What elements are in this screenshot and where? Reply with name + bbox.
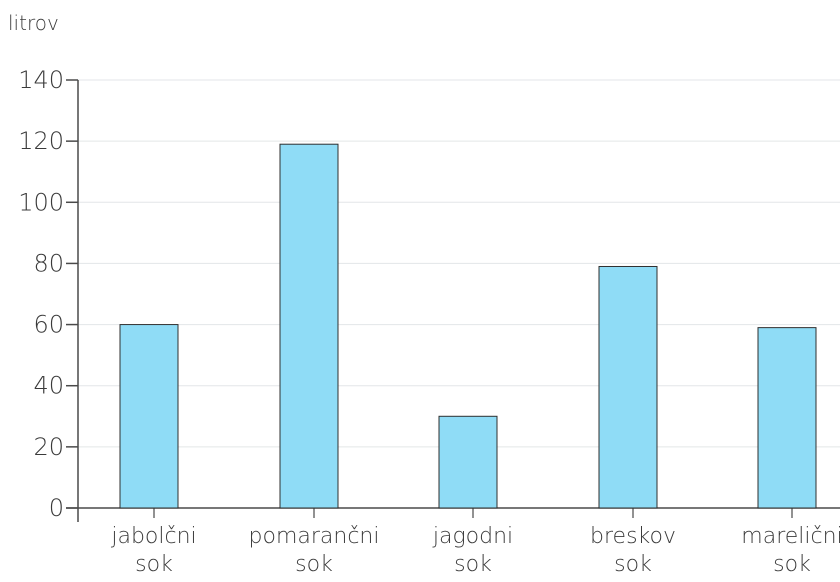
bar bbox=[279, 143, 339, 509]
y-tick-label: 20 bbox=[33, 433, 64, 461]
bar bbox=[438, 415, 498, 509]
x-tick-label: sok bbox=[454, 552, 492, 577]
bar bbox=[119, 324, 179, 509]
y-axis-label: litrov bbox=[8, 11, 59, 35]
x-tick-label: sok bbox=[614, 552, 652, 577]
x-tick-label: sok bbox=[295, 552, 333, 577]
bars bbox=[119, 143, 817, 509]
x-tick-label: jabolčni bbox=[110, 524, 196, 549]
y-tick-label: 60 bbox=[33, 311, 64, 339]
gridlines bbox=[78, 79, 840, 448]
bar bbox=[757, 327, 817, 509]
y-tick-label: 80 bbox=[33, 249, 64, 277]
x-tick-label: sok bbox=[773, 552, 811, 577]
y-tick-label: 120 bbox=[18, 127, 64, 155]
y-tick-label: 140 bbox=[18, 66, 64, 94]
bar bbox=[598, 265, 658, 509]
x-tick-label: jagodni bbox=[432, 524, 513, 549]
labels: 0 20 40 60 80 100 120 140 jabolčni sok pomarančni s… bbox=[18, 66, 840, 577]
y-tick-label: 100 bbox=[18, 188, 64, 216]
x-tick-label: breskov bbox=[590, 524, 676, 549]
y-tick-label: 40 bbox=[33, 372, 64, 400]
x-tick-label: pomarančni bbox=[249, 524, 380, 549]
x-tick-label: sok bbox=[135, 552, 173, 577]
y-tick-label: 0 bbox=[49, 494, 64, 522]
x-tick-label: marelični bbox=[741, 524, 840, 549]
